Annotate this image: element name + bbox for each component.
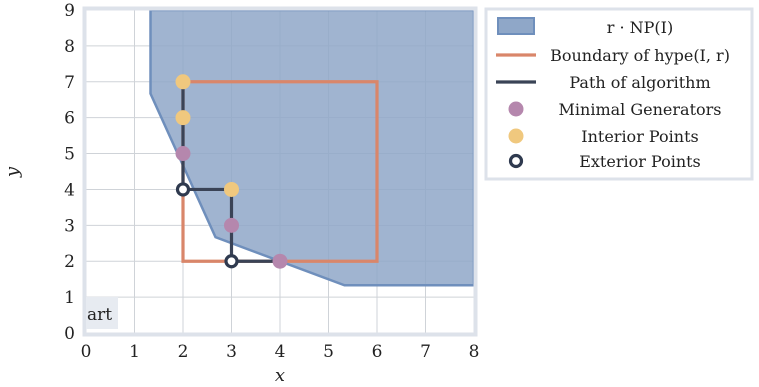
legend-handle-region	[497, 17, 535, 35]
plot-area: art 0 1 2 3 4 5 6 7 8 0 1 2 3 4 5 6 7 8 9 x y	[2, 1, 479, 386]
legend-label: Boundary of hype(I, r)	[550, 46, 730, 65]
legend-label: Minimal Generators	[559, 100, 722, 119]
scatter-point	[224, 181, 239, 197]
x-tick-label: 3	[226, 342, 237, 362]
x-tick-label: 0	[81, 342, 92, 362]
legend-label: r · NP(I)	[607, 18, 673, 37]
y-tick-label: 6	[64, 109, 75, 129]
x-tick-label: 1	[129, 342, 140, 362]
legend-box	[484, 7, 754, 181]
legend-handle-marker	[508, 101, 524, 117]
y-tick-label: 5	[64, 145, 75, 165]
corner-label-box	[86, 297, 118, 329]
scatter-point	[175, 74, 191, 90]
legend-label: Interior Points	[581, 127, 698, 146]
legend-handle-marker	[508, 128, 524, 144]
y-tick-label: 7	[64, 73, 75, 93]
legend-handle-hollow-marker	[508, 153, 524, 169]
legend: r · NP(I) Boundary of hype(I, r) Path of a…	[484, 7, 754, 181]
y-axis-label: y	[2, 166, 23, 178]
scatter-point	[175, 146, 191, 162]
y-tick-label: 8	[64, 37, 75, 57]
x-tick-label: 2	[178, 342, 189, 362]
x-axis-label: x	[275, 365, 285, 386]
y-tick-label: 9	[64, 1, 75, 21]
x-tick-label: 4	[275, 342, 286, 362]
x-tick-label: 6	[372, 342, 383, 362]
exterior-point	[175, 182, 191, 197]
x-tick-label: 5	[323, 342, 334, 362]
exterior-point	[224, 254, 239, 269]
plot-frame	[82, 6, 478, 337]
legend-label: Exterior Points	[579, 152, 701, 171]
scatter-point	[272, 253, 288, 269]
boundary-hype-line	[181, 80, 379, 263]
y-tick-label: 3	[64, 216, 75, 236]
corner-label: art	[87, 305, 112, 325]
scatter-point	[224, 217, 239, 233]
legend-label: Path of algorithm	[569, 73, 710, 92]
x-tick-label: 7	[420, 342, 431, 362]
y-tick-label: 0	[64, 324, 75, 344]
x-tick-label: 8	[469, 342, 480, 362]
y-tick-label: 1	[64, 288, 75, 308]
y-tick-label: 4	[64, 180, 75, 200]
y-tick-label: 2	[64, 252, 75, 272]
scatter-point	[175, 110, 191, 126]
